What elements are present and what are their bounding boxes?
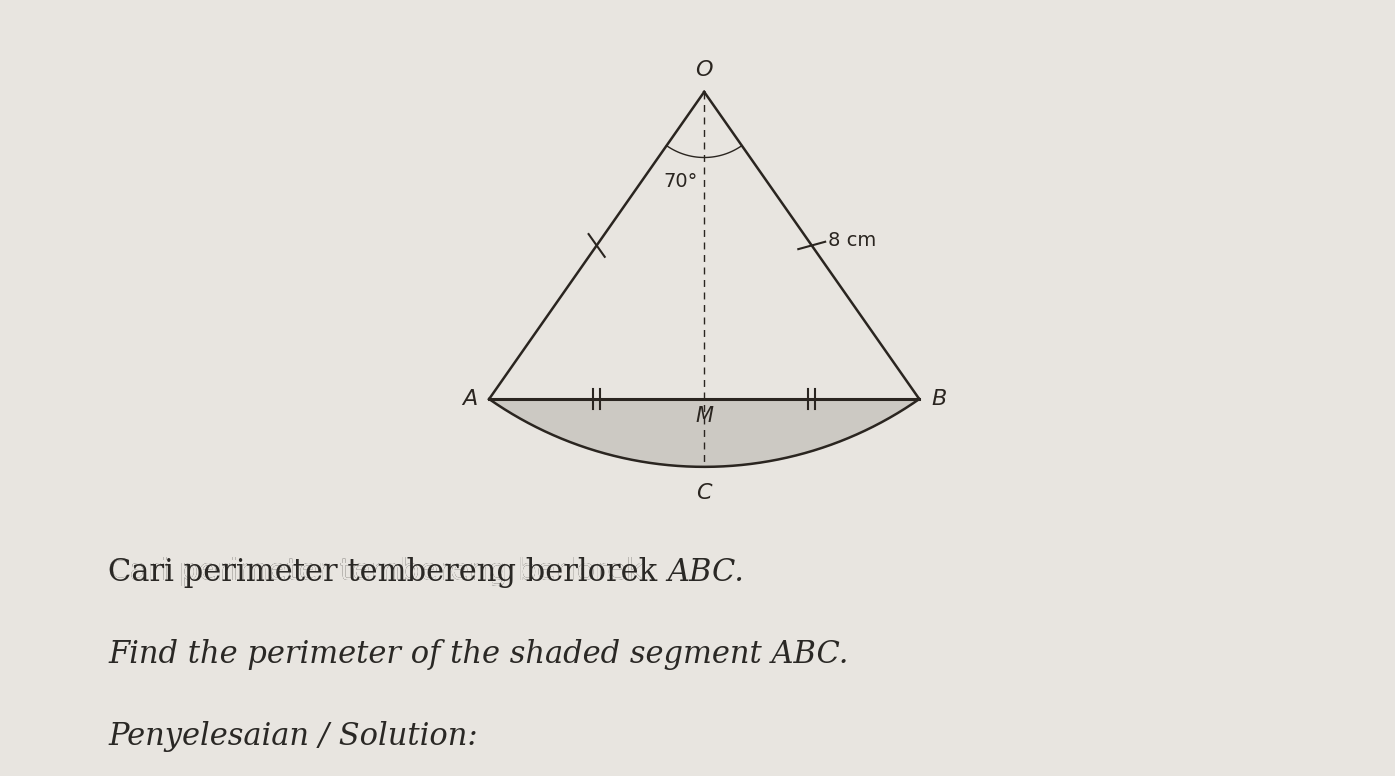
Text: 70°: 70° [664, 171, 698, 191]
Polygon shape [490, 399, 919, 467]
Text: Cari perimeter tembereng berlorek: Cari perimeter tembereng berlorek [109, 557, 667, 588]
Text: M: M [695, 406, 713, 426]
Text: 8 cm: 8 cm [829, 231, 876, 251]
Text: Cari perimeter tembereng berlorek: Cari perimeter tembereng berlorek [109, 557, 653, 587]
Text: C: C [696, 483, 711, 504]
Text: Cari perimeter tembereng berlorek                ABC.: Cari perimeter tembereng berlorek ABC. [109, 557, 872, 587]
Text: Find the perimeter of the shaded segment ABC.: Find the perimeter of the shaded segment… [109, 639, 848, 670]
Text: O: O [696, 61, 713, 80]
Text: ABC.: ABC. [667, 557, 744, 588]
Text: A: A [462, 389, 477, 409]
Text: B: B [930, 389, 946, 409]
Text: Penyelesaian / Solution:: Penyelesaian / Solution: [109, 722, 478, 753]
